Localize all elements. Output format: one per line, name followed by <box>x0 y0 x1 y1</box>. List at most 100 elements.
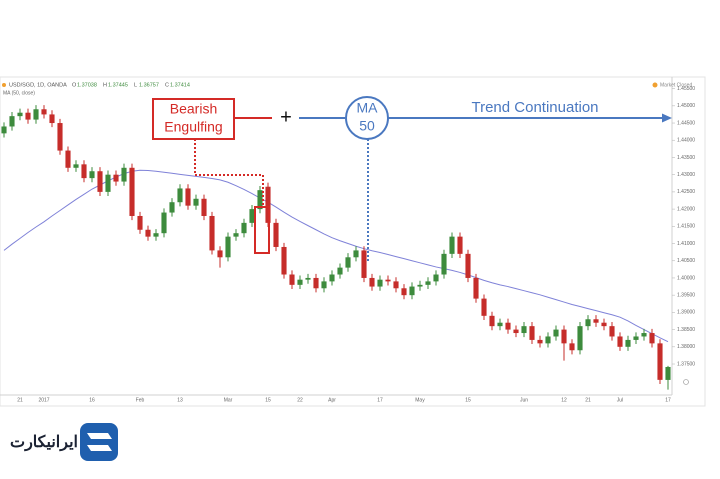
candle-body <box>225 236 231 258</box>
candle-body <box>537 339 543 344</box>
candle-body <box>481 298 487 316</box>
x-tick-label: Feb <box>136 397 145 403</box>
y-tick-label: 1.42000 <box>677 206 695 212</box>
candle-body <box>33 109 39 120</box>
candle-body <box>49 114 55 124</box>
candle-body <box>441 253 447 275</box>
plus-sign: + <box>280 106 292 128</box>
x-tick-label: 21 <box>585 397 591 403</box>
x-tick-label: May <box>415 397 425 403</box>
candle-body <box>137 215 143 230</box>
ma-line <box>3 169 669 343</box>
candle-body <box>409 286 415 296</box>
x-tick-label: 15 <box>265 397 271 403</box>
x-tick-label: Jul <box>617 397 623 403</box>
candle-body <box>665 366 671 380</box>
indicator: MA (50, close) <box>3 90 35 96</box>
candle-body <box>329 274 335 282</box>
candle-body <box>601 322 607 327</box>
y-tick-label: 1.38000 <box>677 344 695 350</box>
candle-body <box>121 167 127 182</box>
candle-body <box>57 123 63 151</box>
candle-body <box>89 171 95 179</box>
pattern-label: Bearish <box>170 101 217 117</box>
candle-body <box>25 112 31 120</box>
x-tick-label: 17 <box>377 397 383 403</box>
candle-body <box>529 326 535 340</box>
candle-body <box>81 164 87 179</box>
candle-body <box>105 174 111 192</box>
ohlc-letter: H <box>103 82 107 88</box>
x-tick-label: Apr <box>328 397 336 403</box>
y-tick-label: 1.42500 <box>677 189 695 195</box>
candle-body <box>385 279 391 282</box>
candle-body <box>153 233 159 237</box>
logo-icon <box>80 423 118 461</box>
status-dot <box>652 82 658 88</box>
candle-body <box>521 326 527 334</box>
candle-body <box>649 333 655 344</box>
candle-body <box>585 319 591 327</box>
candle-body <box>617 336 623 347</box>
candle-body <box>9 116 15 127</box>
settings-icon[interactable] <box>683 379 689 385</box>
candle-body <box>377 279 383 287</box>
candle-body <box>73 164 79 168</box>
candle-body <box>489 315 495 327</box>
candle-body <box>273 222 279 247</box>
candle-body <box>209 215 215 251</box>
y-tick-label: 1.40000 <box>677 275 695 281</box>
symbol-dot <box>2 83 6 87</box>
y-tick-label: 1.43500 <box>677 155 695 161</box>
candle-body <box>417 284 423 287</box>
y-tick-label: 1.39500 <box>677 292 695 298</box>
y-tick-label: 1.39000 <box>677 310 695 316</box>
ohlc-value: 1.36757 <box>139 82 159 88</box>
candle-body <box>281 246 287 275</box>
candle-body <box>289 274 295 285</box>
x-tick-label: 12 <box>561 397 567 403</box>
y-tick-label: 1.38500 <box>677 327 695 333</box>
candle-body <box>1 126 7 134</box>
chart-frame <box>0 76 706 407</box>
candle-body <box>241 222 247 234</box>
candle-body <box>201 198 207 216</box>
candle-body <box>249 209 255 223</box>
x-tick-label: 16 <box>89 397 95 403</box>
y-tick-label: 1.40500 <box>677 258 695 264</box>
candle-body <box>609 326 615 337</box>
y-tick-label: 1.44500 <box>677 120 695 126</box>
candle-body <box>505 322 511 330</box>
candle-body <box>625 339 631 347</box>
candle-body <box>593 319 599 323</box>
candle-body <box>457 236 463 254</box>
candle-body <box>169 202 175 213</box>
candle-body <box>433 274 439 282</box>
ohlc-value: 1.37414 <box>170 82 190 88</box>
candle-body <box>65 150 71 168</box>
candle-body <box>569 343 575 351</box>
candle-body <box>161 212 167 234</box>
trend-arrowhead <box>662 113 672 123</box>
ma-label: MA <box>357 100 379 116</box>
candle-body <box>337 267 343 275</box>
trend-label: Trend Continuation <box>471 99 598 116</box>
candle-body <box>497 322 503 327</box>
ohlc-header: O 1.37038 H 1.37445 L 1.36757 C 1.37414 <box>72 82 190 88</box>
x-tick-label: 22 <box>297 397 303 403</box>
y-tick-label: 1.43000 <box>677 172 695 178</box>
candle-body <box>297 279 303 285</box>
candle-body <box>473 277 479 299</box>
candle-body <box>393 281 399 289</box>
candle-body <box>185 188 191 206</box>
y-tick-label: 1.45000 <box>677 103 695 109</box>
x-tick-label: 17 <box>665 397 671 403</box>
x-tick-label: Mar <box>224 397 233 403</box>
x-tick-label: 15 <box>465 397 471 403</box>
candle-body <box>257 190 263 210</box>
market-status: Market Closed <box>660 82 692 88</box>
y-tick-label: 1.45500 <box>677 86 695 92</box>
candle-body <box>545 336 551 344</box>
